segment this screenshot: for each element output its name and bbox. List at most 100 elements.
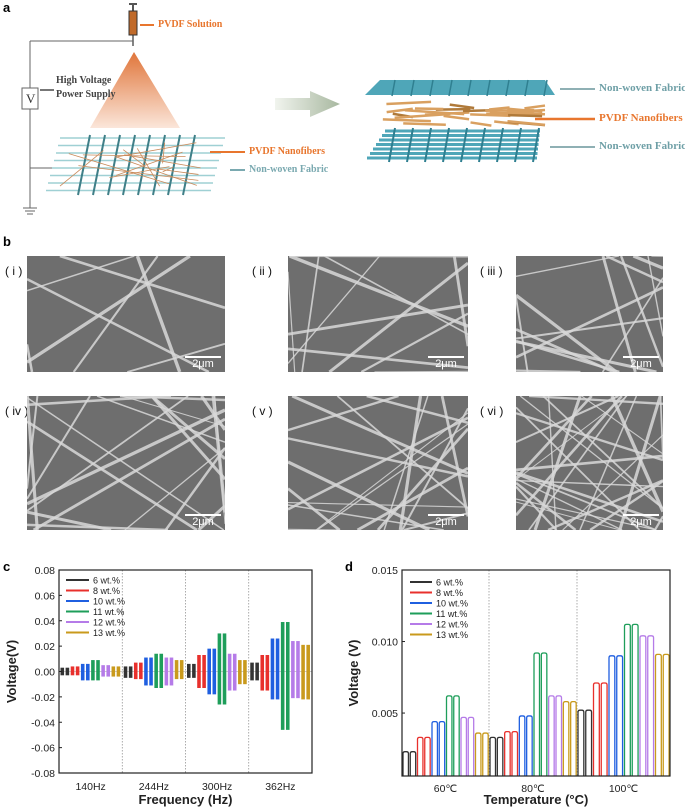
voltage-burst-6wt [65, 667, 70, 676]
voltage-burst-10wt [270, 638, 275, 700]
nanofiber [288, 528, 341, 530]
voltage-burst-8wt [197, 655, 201, 688]
voltage-burst-10wt [207, 648, 211, 695]
scale-bar-line [623, 514, 659, 516]
voltage-burst-13wt [243, 660, 247, 685]
voltage-burst-12wt [101, 665, 105, 677]
voltage-pulse-6wt [577, 709, 585, 776]
nanofiber [414, 107, 444, 111]
voltage-burst-13wt [111, 666, 116, 677]
sem-image: 2μm [288, 256, 468, 372]
nanofiber [162, 142, 166, 164]
x-axis-title: Frequency (Hz) [139, 792, 233, 807]
nanofibers-label: PVDF Nanofibers [249, 146, 326, 157]
chart-c: 140Hz 244Hz 300Hz 362Hz 0.08 0.06 0.04 0.02 0.00… [4, 565, 313, 807]
nanofiber [82, 154, 186, 158]
nanofiber [516, 369, 581, 372]
nanofiber [443, 114, 470, 121]
legend-label: 8 wt.% [93, 586, 120, 596]
nanofiber [398, 396, 423, 530]
x-tick-label: 100℃ [609, 783, 639, 795]
nanofiber [516, 473, 657, 530]
voltage-pulse-12wt [460, 716, 468, 776]
nanofiber [508, 113, 543, 118]
voltage-burst-6wt [250, 662, 254, 681]
voltage-pulse-8wt [424, 736, 431, 776]
sem-micrograph [27, 256, 225, 372]
voltage-pulse-8wt [504, 731, 511, 776]
voltage-burst-12wt [169, 657, 174, 686]
scale-bar: 2μm [623, 514, 659, 528]
fabric-thread [505, 79, 510, 97]
voltage-pulse-13wt [570, 700, 577, 776]
legend-label: 13 wt.% [93, 628, 125, 638]
nanofiber [524, 104, 546, 110]
nanofiber [288, 460, 430, 530]
nanofiber [449, 103, 475, 110]
fabric-thread [406, 127, 414, 163]
voltage-pulse-11wt [445, 695, 453, 776]
nanofiber [288, 256, 381, 364]
y-tick-label: 0.005 [372, 708, 398, 720]
fabric-thread [167, 134, 181, 196]
sem-image: 2μm [516, 256, 663, 372]
voltage-burst-10wt [80, 663, 85, 681]
sem-image-label: ( vi ) [480, 404, 504, 418]
voltage-pulse-8wt [592, 682, 600, 776]
nanofiber [401, 407, 468, 530]
legend-label: 6 wt.% [436, 578, 463, 588]
fabric-thread [77, 134, 91, 196]
legend-label: 12 wt.% [436, 620, 468, 630]
nanofiber [27, 396, 225, 530]
nanofiber [156, 168, 199, 175]
voltage-burst-6wt [123, 666, 128, 678]
sem-image: 2μm [516, 396, 663, 530]
sem-image: 2μm [27, 396, 225, 530]
voltage-burst-8wt [202, 655, 206, 688]
voltage-burst-11wt [280, 622, 285, 730]
nanofiber [96, 396, 225, 443]
voltage-burst-8wt [133, 662, 138, 680]
scale-bar-label: 2μm [192, 516, 214, 528]
spray-cone [90, 52, 180, 128]
nanofiber [32, 417, 225, 530]
voltage-pulse-11wt [623, 623, 631, 776]
nanofiber [150, 396, 225, 460]
voltage-pulse-13wt [662, 653, 670, 776]
y-tick-label: -0.08 [31, 768, 55, 780]
y-tick-label: 0.02 [35, 641, 56, 653]
nanofiber [516, 293, 618, 372]
panel-a-letter: a [3, 0, 11, 15]
nanofiber [516, 412, 663, 462]
legend-label: 8 wt.% [436, 588, 463, 598]
voltage-pulse-10wt [526, 715, 533, 776]
voltage-burst-11wt [154, 653, 158, 688]
voltage-pulse-11wt [533, 652, 541, 776]
chart-d: 60℃ 80℃ 100℃ 0.015 0.010 0.005 6 wt.%8 wt.%10 … [346, 565, 671, 807]
voltage-burst-12wt [232, 653, 237, 691]
nanofiber [516, 256, 620, 277]
nanofiber [27, 523, 168, 530]
pvdf-solution-label: PVDF Solution [158, 19, 223, 30]
voltage-pulse-10wt [431, 720, 439, 776]
nanofiber [59, 256, 225, 310]
y-tick-label: 0.08 [35, 565, 56, 577]
nanofiber [197, 504, 225, 530]
nanofiber [485, 108, 535, 112]
nanofiber [489, 111, 520, 116]
ground-icon [23, 207, 37, 215]
nanofiber [136, 148, 161, 187]
fabric-thread [92, 134, 106, 196]
nanofiber [489, 106, 510, 111]
voltage-burst-11wt [96, 660, 100, 681]
nanofiber [529, 396, 663, 405]
syringe-icon [128, 3, 138, 46]
nanofiber [516, 454, 663, 472]
nanofiber [403, 512, 468, 530]
nanofiber [27, 256, 191, 364]
nanofiber [516, 297, 529, 372]
schematic-diagram [21, 3, 595, 215]
voltage-burst-10wt [144, 657, 148, 686]
nanofiber [516, 396, 623, 517]
nanofiber [115, 156, 197, 186]
